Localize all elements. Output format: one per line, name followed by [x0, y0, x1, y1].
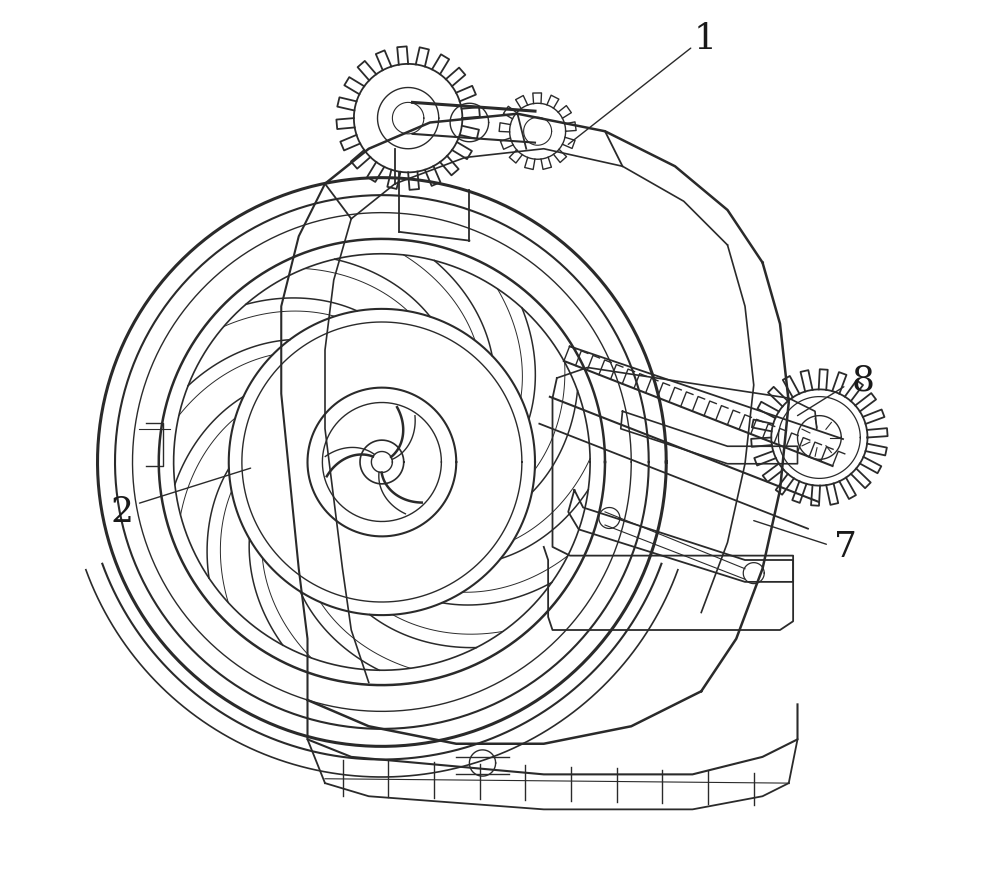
Text: 7: 7 — [834, 530, 857, 564]
Text: 2: 2 — [110, 495, 134, 528]
Text: 8: 8 — [852, 364, 875, 397]
Text: 1: 1 — [694, 23, 717, 56]
